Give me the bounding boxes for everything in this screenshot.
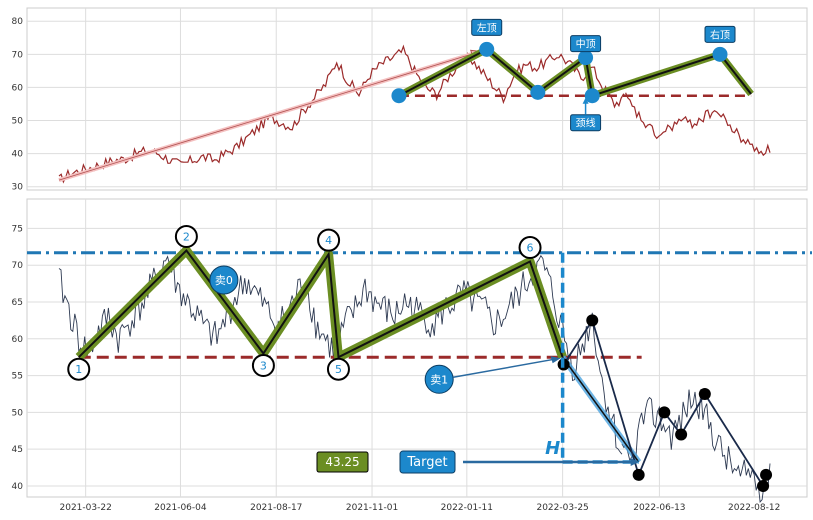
bottom-target-value-box <box>316 451 369 473</box>
top-ytick-label: 30 <box>12 183 24 193</box>
bottom-xtick-label: 2022-01-11 <box>441 503 493 513</box>
bottom-ytick-label: 50 <box>12 408 24 418</box>
bottom-swing-point <box>675 428 688 441</box>
bottom-xtick-label: 2022-06-13 <box>633 503 685 513</box>
bottom-sell-marker <box>424 364 454 394</box>
bottom-swing-point <box>632 468 645 481</box>
bottom-point-label: 2 <box>183 231 190 244</box>
bottom-xtick-label: 2021-08-17 <box>250 503 302 513</box>
bottom-target-value: 43.25 <box>325 455 359 469</box>
bottom-xtick-label: 2021-06-04 <box>154 503 207 513</box>
top-ytick-label: 40 <box>12 150 24 160</box>
bottom-point-marker <box>174 225 198 249</box>
top-label-box <box>704 25 736 43</box>
bottom-sell-pointer <box>453 358 555 379</box>
top-pattern-point <box>578 50 594 66</box>
bottom-point-marker <box>67 357 91 381</box>
bottom-projection-line <box>561 356 640 463</box>
top-pattern-point <box>584 88 600 104</box>
bottom-point-label: 1 <box>75 363 82 376</box>
bottom-sell-pointer-head <box>550 356 561 364</box>
bottom-point-label: 3 <box>260 360 267 373</box>
bottom-point-marker <box>317 228 341 252</box>
bottom-ytick-label: 60 <box>12 335 24 345</box>
top-neckline-pointer-head <box>582 97 589 104</box>
bottom-price-line <box>621 389 771 503</box>
bottom-ytick-label: 45 <box>12 445 23 455</box>
top-ytick-label: 50 <box>12 117 24 127</box>
bottom-point-label: 5 <box>335 363 342 376</box>
top-label-text: 右顶 <box>710 28 730 41</box>
bottom-sell-marker <box>209 265 239 295</box>
bottom-ytick-label: 75 <box>12 224 23 234</box>
bottom-swing-point <box>757 479 770 492</box>
top-ytick-label: 60 <box>12 83 24 93</box>
bottom-plot-area <box>26 198 808 498</box>
bottom-pattern-line <box>78 248 564 359</box>
top-trend-arrow-edge <box>58 50 481 181</box>
top-pattern-point <box>479 41 495 57</box>
top-pattern-point <box>391 88 407 104</box>
bottom-xtick-label: 2022-08-12 <box>728 503 780 513</box>
bottom-swing-point <box>586 314 599 327</box>
bottom-swing-point <box>658 406 671 419</box>
bottom-swing-line <box>562 318 767 489</box>
top-pattern-point <box>712 46 728 62</box>
bottom-target-box <box>399 450 456 474</box>
bottom-swing-point <box>698 387 711 400</box>
bottom-xtick-label: 2022-03-25 <box>536 503 588 513</box>
bottom-target-arrow-head <box>630 458 639 467</box>
top-label-text: 颈线 <box>576 117 596 130</box>
bottom-ytick-label: 65 <box>12 298 23 308</box>
bottom-point-marker <box>518 236 542 260</box>
bottom-swing-point <box>760 468 773 481</box>
bottom-xtick-label: 2021-03-22 <box>60 503 112 513</box>
top-pattern-point <box>530 84 546 100</box>
top-label-box <box>570 35 602 53</box>
top-ytick-label: 80 <box>12 17 24 27</box>
bottom-ytick-label: 55 <box>12 372 23 382</box>
top-label-text: 左顶 <box>477 21 497 34</box>
bottom-ytick-label: 70 <box>12 261 24 271</box>
bottom-sell-marker-label: 卖1 <box>430 373 448 386</box>
bottom-point-marker <box>251 354 275 378</box>
top-label-text: 中顶 <box>576 38 596 51</box>
top-label-box <box>471 18 503 36</box>
bottom-point-label: 4 <box>325 234 332 247</box>
top-ytick-label: 70 <box>12 50 24 60</box>
bottom-height-label: H <box>545 438 560 459</box>
top-price-line <box>625 92 771 157</box>
bottom-xtick-label: 2021-11-01 <box>346 503 398 513</box>
bottom-point-marker <box>326 357 350 381</box>
top-plot-area <box>26 7 808 191</box>
bottom-point-label: 6 <box>527 242 534 255</box>
bottom-ytick-label: 40 <box>12 482 24 492</box>
bottom-target-label: Target <box>406 455 447 470</box>
bottom-sell-marker-label: 卖0 <box>215 274 233 287</box>
